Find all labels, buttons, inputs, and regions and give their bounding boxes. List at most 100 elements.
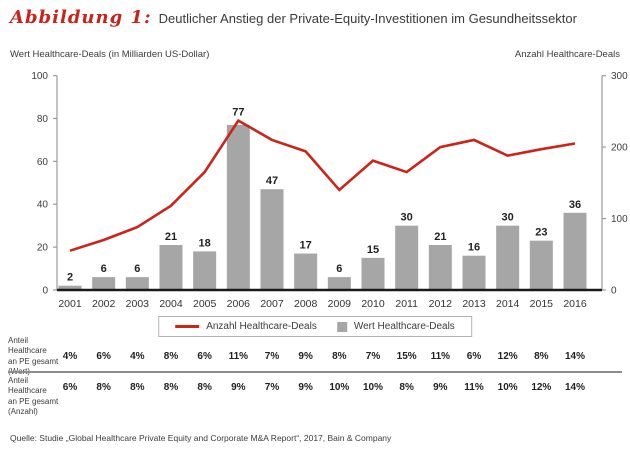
pct-cell: 7% (365, 351, 381, 362)
pct-cell: 8% (197, 382, 212, 393)
legend-item-bar: Wert Healthcare-Deals (336, 321, 455, 332)
bar-2013 (462, 255, 486, 290)
pct-cell: 8% (399, 382, 414, 393)
pct-cell: 9% (298, 382, 313, 393)
pct-cell: 8% (332, 351, 347, 362)
year-label: 2006 (227, 298, 251, 310)
legend-box: Anzahl Healthcare-Deals Wert Healthcare-… (158, 316, 472, 337)
axis-tick-label: 60 (37, 157, 49, 168)
pct-cell: 10% (362, 382, 383, 393)
figure-label: Abbildung 1: (10, 7, 152, 28)
bar-2009 (327, 277, 351, 290)
year-label: 2016 (563, 298, 587, 310)
bar-value-label: 15 (367, 244, 379, 256)
axis-tick-label: 80 (37, 114, 49, 125)
bar-value-label: 18 (199, 237, 211, 249)
axis-tick-label: 100 (611, 214, 628, 225)
year-label: 2001 (58, 298, 82, 310)
axis-tick-label: 40 (37, 200, 49, 211)
bar-value-label: 21 (434, 231, 446, 243)
bar-2006 (226, 124, 250, 290)
pct-cell: 12% (531, 382, 552, 393)
bar-value-label: 23 (535, 227, 547, 239)
bar-swatch-icon (336, 321, 347, 332)
bar-2015 (529, 240, 553, 290)
bar-2012 (428, 244, 452, 290)
bar-value-label: 17 (300, 240, 312, 252)
bar-2005 (193, 251, 217, 290)
bar-value-label: 2 (67, 272, 73, 284)
line-swatch-icon (175, 325, 200, 328)
year-label: 2011 (395, 298, 418, 310)
legend-bar-label: Wert Healthcare-Deals (353, 321, 455, 332)
pct-cell: 4% (62, 351, 78, 362)
pct-cell: 9% (231, 382, 246, 393)
bar-value-label: 6 (101, 263, 107, 275)
pct-row-wert: 4% 6% 4% 8% 6% 11% 7% 9% 8% 7% 15% 11% 6% 12% 8% 14% (0, 351, 630, 365)
figure-title: Deutlicher Anstieg der Private-Equity-In… (158, 11, 577, 26)
year-label: 2005 (193, 298, 217, 310)
year-label: 2015 (530, 298, 554, 310)
year-label: 2007 (260, 298, 284, 310)
table-divider (8, 371, 622, 373)
bar-2008 (294, 253, 318, 290)
pct-cell: 8% (130, 382, 145, 393)
year-label: 2010 (361, 298, 385, 310)
pct-cell: 8% (534, 351, 549, 362)
legend-line-label: Anzahl Healthcare-Deals (206, 321, 317, 332)
bar-value-label: 36 (569, 199, 581, 211)
axis-tick-label: 0 (42, 286, 48, 297)
year-label: 2002 (92, 298, 116, 310)
pct-cell: 9% (433, 382, 448, 393)
pct-cell: 6% (96, 351, 111, 362)
bar-value-label: 30 (502, 212, 514, 224)
bar-2010 (361, 257, 385, 290)
year-label: 2004 (159, 298, 183, 310)
bar-2004 (159, 244, 183, 290)
bar-value-label: 30 (401, 212, 413, 224)
bar-2007 (260, 189, 284, 290)
year-label: 2009 (328, 298, 352, 310)
pct-cell: 8% (163, 382, 179, 393)
year-label: 2003 (126, 298, 150, 310)
bar-2003 (125, 277, 149, 290)
bar-2016 (563, 212, 587, 290)
chart-area: 0 20 40 60 80 100 0 100 200 300 2 2001 6 2002 6 2003 21 2… (0, 60, 630, 318)
pct-cell: 6% (466, 351, 482, 362)
pct-cell: 8% (163, 351, 179, 362)
pct-cell: 11% (228, 351, 249, 362)
axis-tick-label: 300 (611, 71, 628, 82)
axis-tick-label: 0 (611, 286, 617, 297)
pct-cell: 10% (497, 382, 518, 393)
pct-cell: 11% (430, 351, 451, 362)
pct-cell: 9% (298, 351, 313, 362)
pct-cell: 6% (62, 382, 78, 393)
pct-cell: 11% (464, 382, 484, 393)
pct-cell: 10% (329, 382, 350, 393)
axis-tick-label: 200 (611, 143, 628, 154)
year-label: 2013 (462, 298, 486, 310)
deal-count-line (69, 118, 576, 252)
bar-value-label: 21 (165, 231, 177, 243)
bar-value-label: 77 (232, 107, 244, 119)
bar-value-label: 6 (336, 263, 342, 275)
year-label: 2012 (429, 298, 453, 310)
chart-svg: 0 20 40 60 80 100 0 100 200 300 2 2001 6 2002 6 2003 21 2… (31, 71, 628, 310)
bar-value-label: 47 (266, 175, 278, 187)
pct-cell: 14% (564, 382, 585, 393)
pct-cell: 8% (96, 382, 111, 393)
right-axis-title: Anzahl Healthcare-Deals (514, 49, 620, 60)
axis-titles-row: Wert Healthcare-Deals (in Milliarden US-… (10, 49, 620, 60)
left-axis-title: Wert Healthcare-Deals (in Milliarden US-… (10, 49, 210, 60)
figure-header: Abbildung 1: Deutlicher Anstieg der Priva… (10, 7, 577, 28)
bar-value-label: 6 (134, 263, 140, 275)
pct-cell: 12% (497, 351, 518, 362)
pct-cell: 6% (197, 351, 212, 362)
legend-item-line: Anzahl Healthcare-Deals (175, 321, 317, 332)
pct-cell: 7% (264, 382, 280, 393)
axis-tick-label: 100 (31, 71, 48, 82)
axis-tick-label: 20 (37, 243, 49, 254)
pct-cell: 14% (564, 351, 585, 362)
pct-cell: 15% (396, 351, 417, 362)
